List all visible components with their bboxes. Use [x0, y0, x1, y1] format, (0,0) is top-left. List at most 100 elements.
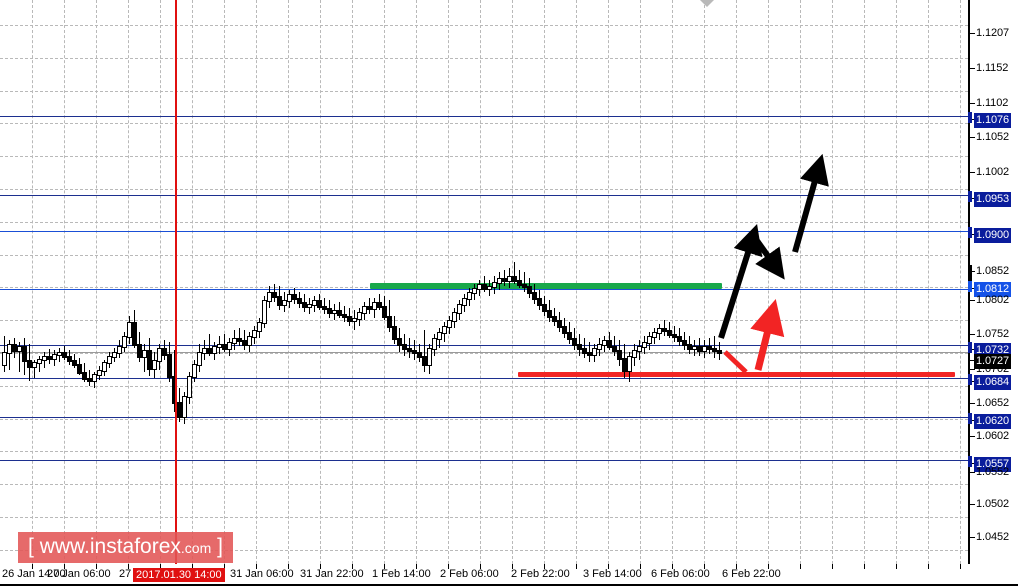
time-tick	[160, 564, 161, 569]
grid-line-vertical	[288, 0, 289, 564]
grid-line-horizontal	[0, 386, 968, 387]
price-tick	[970, 537, 975, 538]
candle-body	[42, 356, 47, 361]
support-line-red	[518, 372, 955, 377]
watermark-tld: .com	[180, 540, 212, 556]
time-label: 31 Jan 22:00	[300, 568, 364, 580]
candle-body	[287, 294, 292, 302]
candle-wick	[39, 356, 40, 372]
candle-body	[72, 360, 77, 366]
price-tick	[970, 360, 975, 361]
candle-body	[412, 350, 417, 354]
chart-plot-area[interactable]: [ www.instaforex.com ]	[0, 0, 968, 564]
candle-body	[262, 300, 267, 324]
candle-body	[657, 328, 662, 334]
candle-body	[347, 316, 352, 322]
candle-body	[507, 276, 512, 282]
level-marker-1.0620	[968, 413, 972, 424]
time-tick	[544, 564, 545, 569]
candle-body	[452, 312, 457, 322]
grid-line-vertical	[160, 0, 161, 564]
candle-body	[422, 356, 427, 366]
candle-body	[122, 336, 127, 348]
time-label: 6 Feb 06:00	[651, 568, 710, 580]
grid-line-horizontal	[0, 419, 968, 420]
time-label: 1 Feb 14:00	[372, 568, 431, 580]
price-tick	[970, 436, 975, 437]
grid-line-vertical	[640, 0, 641, 564]
resistance-line-green	[370, 283, 722, 289]
candle-body	[277, 296, 282, 306]
price-tick	[970, 349, 975, 350]
candle-body	[597, 344, 602, 350]
candle-body	[487, 286, 492, 290]
candle-body	[542, 304, 547, 312]
time-label: 26 Jan 14:00	[2, 568, 66, 580]
candle-body	[357, 312, 362, 320]
candle-body	[627, 356, 632, 372]
price-tick	[970, 369, 975, 370]
price-label-1.0602: 1.0602	[976, 430, 1010, 442]
grid-line-horizontal	[0, 320, 968, 321]
time-tick	[64, 564, 65, 569]
candle-body	[327, 308, 332, 314]
candle-body	[302, 302, 307, 308]
time-tick	[960, 564, 961, 569]
price-tick	[970, 119, 975, 120]
candle-body	[497, 278, 502, 284]
candle-body	[587, 352, 592, 356]
candle-wick	[19, 342, 20, 372]
grid-line-vertical	[256, 0, 257, 564]
candle-body	[312, 300, 317, 306]
candle-body	[57, 352, 62, 356]
candle-body	[572, 338, 577, 346]
grid-line-vertical	[544, 0, 545, 564]
price-axis[interactable]: 1.1207 1.1152 1.1102 1.1076 1.1052 1.1002 1.09…	[968, 0, 1018, 576]
grid-line-horizontal	[0, 91, 968, 92]
price-label-1.0812: 1.0812	[974, 282, 1012, 297]
price-label-1.0852: 1.0852	[976, 265, 1010, 277]
candle-body	[32, 362, 37, 368]
candle-body	[372, 302, 377, 310]
candle-body	[7, 344, 12, 354]
black-up-arrow-2	[792, 153, 829, 253]
candle-body	[307, 304, 312, 308]
grid-line-horizontal	[0, 156, 968, 157]
candle-body	[407, 348, 412, 352]
grid-line-vertical	[960, 0, 961, 564]
candle-body	[477, 284, 482, 290]
candle-body	[112, 352, 117, 358]
candle-body	[202, 348, 207, 354]
candle-body	[642, 342, 647, 348]
level-marker-1.0900	[968, 227, 972, 238]
time-label: 6 Feb 22:00	[722, 568, 781, 580]
price-tick	[970, 68, 975, 69]
price-label-1.0652: 1.0652	[976, 397, 1010, 409]
price-tick	[970, 300, 975, 301]
price-tick	[970, 403, 975, 404]
price-tick	[970, 381, 975, 382]
grid-line-horizontal	[0, 58, 968, 59]
price-label-1.0452: 1.0452	[976, 531, 1010, 543]
candle-body	[322, 306, 327, 310]
candle-body	[2, 352, 7, 366]
level-marker-1.0953	[968, 191, 972, 202]
price-level-line-1.1076	[0, 116, 968, 117]
candle-body	[677, 336, 682, 342]
grid-line-vertical	[480, 0, 481, 564]
time-label: 27 Jan 06:00	[47, 568, 111, 580]
black-down-arrow	[752, 236, 785, 280]
time-tick	[512, 564, 513, 569]
candle-body	[582, 348, 587, 354]
price-tick	[970, 271, 975, 272]
time-tick	[288, 564, 289, 569]
candle-body	[397, 338, 402, 346]
candle-body	[417, 352, 422, 358]
time-tick	[192, 564, 193, 569]
time-tick	[352, 564, 353, 569]
candle-body	[217, 344, 222, 348]
candle-body	[652, 332, 657, 338]
grid-line-horizontal	[0, 222, 968, 223]
price-label-1.0684: 1.0684	[974, 375, 1012, 390]
